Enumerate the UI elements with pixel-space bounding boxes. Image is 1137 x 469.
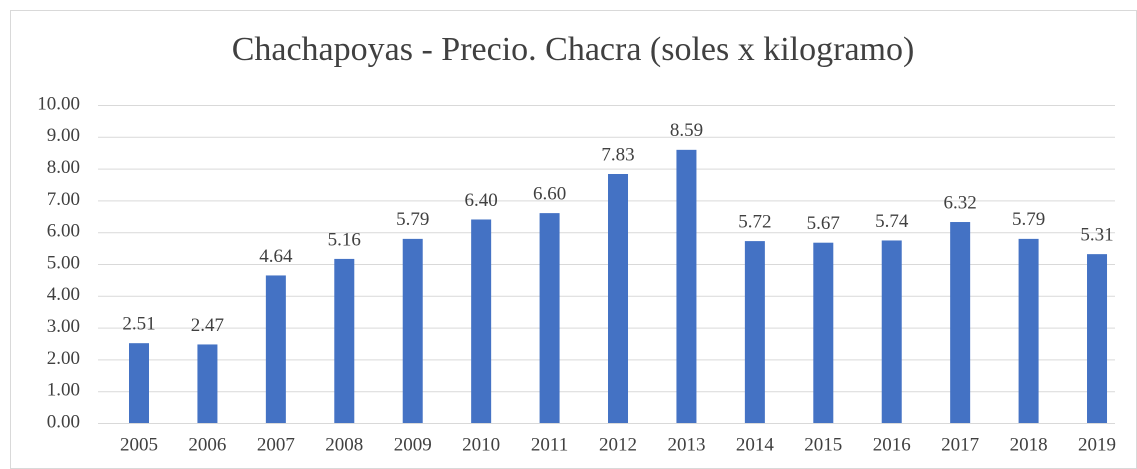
x-tick-label: 2019 <box>1078 434 1116 455</box>
y-tick-label: 5.00 <box>47 252 80 273</box>
y-tick-label: 6.00 <box>47 221 80 242</box>
data-label: 5.74 <box>875 211 909 232</box>
x-tick-label: 2016 <box>873 434 911 455</box>
data-label: 5.72 <box>738 211 771 232</box>
bar <box>1018 238 1039 423</box>
x-tick-label: 2017 <box>941 434 979 455</box>
x-tick-label: 2012 <box>599 434 637 455</box>
y-tick-label: 8.00 <box>47 157 80 178</box>
bar <box>265 275 286 423</box>
x-tick-label: 2008 <box>325 434 363 455</box>
y-tick-label: 4.00 <box>47 284 80 305</box>
data-label: 6.40 <box>465 190 498 211</box>
bar <box>813 242 834 423</box>
x-tick-label: 2018 <box>1010 434 1048 455</box>
data-label: 2.51 <box>122 314 155 335</box>
x-tick-label: 2005 <box>120 434 158 455</box>
bar <box>950 222 971 423</box>
data-label: 7.83 <box>601 144 634 165</box>
data-label: 5.16 <box>328 229 361 250</box>
bar <box>334 258 355 423</box>
bar <box>744 241 765 423</box>
x-tick-label: 2013 <box>667 434 705 455</box>
bar <box>539 213 560 423</box>
x-tick-label: 2014 <box>736 434 775 455</box>
x-tick-label: 2015 <box>804 434 842 455</box>
chart-title: Chachapoyas - Precio. Chacra (soles x ki… <box>232 31 915 68</box>
data-label: 6.32 <box>944 192 977 213</box>
y-tick-label: 0.00 <box>47 411 80 432</box>
y-tick-label: 7.00 <box>47 189 80 210</box>
y-tick-label: 3.00 <box>47 316 80 337</box>
bar <box>881 240 902 423</box>
bar <box>608 174 629 423</box>
y-tick-label: 1.00 <box>47 380 80 401</box>
bar <box>676 149 697 423</box>
bar <box>402 238 423 423</box>
data-label: 4.64 <box>259 246 293 267</box>
bar <box>1087 254 1108 423</box>
data-label: 5.79 <box>1012 209 1045 230</box>
y-tick-label: 9.00 <box>47 125 80 146</box>
data-label: 5.79 <box>396 209 429 230</box>
data-label: 6.60 <box>533 183 566 204</box>
data-label: 5.67 <box>807 213 840 234</box>
bar <box>129 343 149 423</box>
data-label: 8.59 <box>670 120 703 141</box>
bar <box>471 219 492 423</box>
x-tick-label: 2010 <box>462 434 500 455</box>
x-tick-label: 2009 <box>394 434 432 455</box>
x-tick-label: 2007 <box>257 434 295 455</box>
x-tick-label: 2011 <box>531 434 568 455</box>
bar <box>197 344 218 423</box>
data-label: 2.47 <box>191 315 224 336</box>
x-tick-label: 2006 <box>188 434 226 455</box>
y-tick-label: 10.00 <box>37 93 80 114</box>
data-label: 5.31 <box>1080 225 1113 246</box>
y-tick-label: 2.00 <box>47 348 80 369</box>
